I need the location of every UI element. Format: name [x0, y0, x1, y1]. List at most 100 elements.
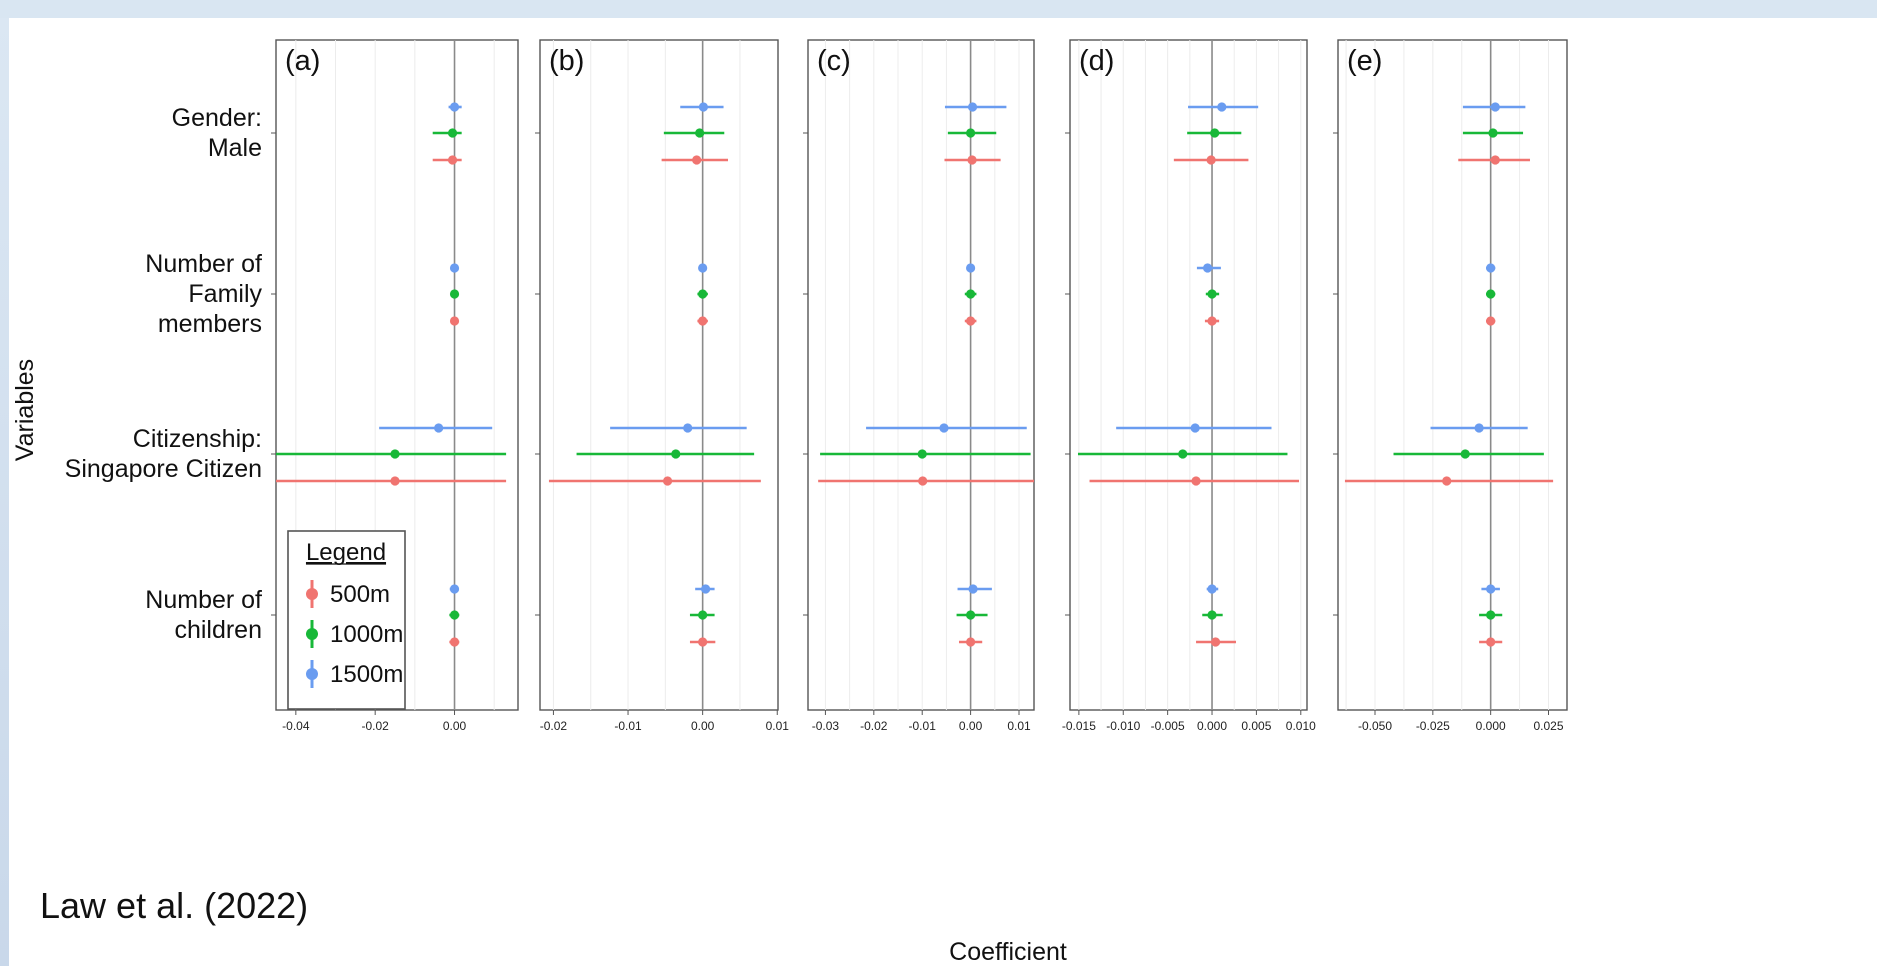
point-1000m	[671, 449, 681, 459]
point-1000m	[449, 610, 460, 620]
point-500m	[447, 155, 458, 165]
panel-e: -0.050 -0.025 0.000 0.025 (e)	[1333, 39, 1568, 733]
point-1500m	[1474, 423, 1484, 433]
point-1000m	[447, 128, 458, 138]
x-tick-label: -0.050	[1358, 719, 1392, 733]
point-1500m	[967, 102, 978, 112]
y-axis-title: Variables	[11, 359, 39, 461]
x-tick-label: 0.010	[1286, 719, 1316, 733]
legend-swatch-dot	[306, 668, 318, 680]
point-1000m	[1178, 449, 1188, 459]
point-500m	[1206, 155, 1216, 165]
point-500m	[1490, 155, 1500, 165]
point-1500m	[1486, 584, 1496, 594]
left-edge-strip	[0, 18, 9, 966]
legend-swatch-dot	[306, 588, 318, 600]
point-1000m	[966, 128, 976, 138]
panel-frame	[539, 39, 779, 711]
x-tick-label: -0.025	[1416, 719, 1450, 733]
panel-label: (e)	[1347, 45, 1382, 77]
legend: Legend 500m 1000m 1500m	[287, 530, 406, 710]
legend-item-label: 500m	[330, 581, 390, 608]
point-1500m	[966, 263, 976, 273]
x-tick-label: 0.005	[1241, 719, 1271, 733]
x-tick-label: 0.000	[1197, 719, 1227, 733]
point-1500m	[939, 423, 949, 433]
x-tick-label: 0.00	[691, 719, 715, 733]
x-tick-label: -0.015	[1062, 719, 1096, 733]
x-axis-title: Coefficient	[949, 938, 1067, 966]
x-tick-label: 0.025	[1533, 719, 1563, 733]
point-500m	[692, 155, 702, 165]
x-tick-label: -0.010	[1106, 719, 1140, 733]
panel-d: -0.015 -0.010 -0.005 0.000 0.005 0.010 (d)	[1062, 39, 1316, 733]
point-500m	[1207, 316, 1217, 326]
point-500m	[390, 476, 400, 486]
panel-label: (b)	[549, 45, 584, 77]
point-1000m	[966, 610, 976, 620]
point-1000m	[449, 289, 460, 299]
x-tick-label: 0.01	[1007, 719, 1031, 733]
panel-label: (a)	[285, 45, 320, 77]
point-1500m	[1217, 102, 1227, 112]
variable-label: members	[158, 310, 262, 338]
point-500m	[918, 476, 928, 486]
point-1000m	[698, 289, 708, 299]
point-500m	[966, 316, 976, 326]
legend-item-label: 1500m	[330, 661, 403, 688]
x-tick-label: 0.00	[959, 719, 983, 733]
point-1500m	[434, 423, 444, 433]
point-1000m	[390, 449, 400, 459]
point-1000m	[1486, 610, 1496, 620]
panel-label: (c)	[817, 45, 851, 77]
panel-frame	[807, 39, 1035, 711]
point-1000m	[1486, 289, 1496, 299]
point-1000m	[1210, 128, 1220, 138]
point-1500m	[1490, 102, 1500, 112]
point-1500m	[698, 102, 708, 112]
point-1000m	[1488, 128, 1498, 138]
point-1000m	[695, 128, 705, 138]
x-tick-label: -0.005	[1151, 719, 1185, 733]
panels-layer: -0.04 -0.02 0.00 (a) -0.02 -0.01 0.00 0.01 (b) -0…	[271, 39, 1568, 733]
point-1500m	[698, 263, 708, 273]
point-500m	[449, 316, 460, 326]
variable-label: Gender:	[172, 104, 262, 132]
point-1000m	[1207, 289, 1217, 299]
point-1000m	[698, 610, 708, 620]
variable-label: Number of	[145, 586, 262, 614]
x-tick-label: -0.01	[614, 719, 642, 733]
x-tick-label: -0.04	[282, 719, 310, 733]
panel-b: -0.02 -0.01 0.00 0.01 (b)	[535, 39, 789, 733]
point-500m	[1442, 476, 1452, 486]
x-tick-label: 0.00	[443, 719, 467, 733]
point-1000m	[1460, 449, 1470, 459]
legend-title: Legend	[306, 539, 386, 566]
panel-frame	[1069, 39, 1308, 711]
variable-label: children	[174, 616, 262, 644]
x-tick-label: -0.02	[362, 719, 390, 733]
point-500m	[1191, 476, 1201, 486]
point-500m	[1210, 637, 1221, 647]
point-1500m	[1202, 263, 1213, 273]
citation-credit: Law et al. (2022)	[40, 885, 309, 926]
variable-label: Citizenship:	[133, 425, 262, 453]
point-500m	[698, 637, 708, 647]
point-1500m	[449, 584, 460, 594]
x-tick-label: -0.02	[540, 719, 568, 733]
variable-label: Singapore Citizen	[65, 455, 262, 483]
point-1500m	[1190, 423, 1200, 433]
x-tick-label: 0.000	[1476, 719, 1506, 733]
panel-frame	[1337, 39, 1568, 711]
point-500m	[1486, 637, 1496, 647]
point-1500m	[683, 423, 693, 433]
point-500m	[698, 316, 708, 326]
point-1500m	[968, 584, 978, 594]
variable-label: Number of	[145, 250, 262, 278]
point-500m	[449, 637, 460, 647]
point-1000m	[917, 449, 927, 459]
point-1500m	[1486, 263, 1496, 273]
point-500m	[967, 155, 977, 165]
